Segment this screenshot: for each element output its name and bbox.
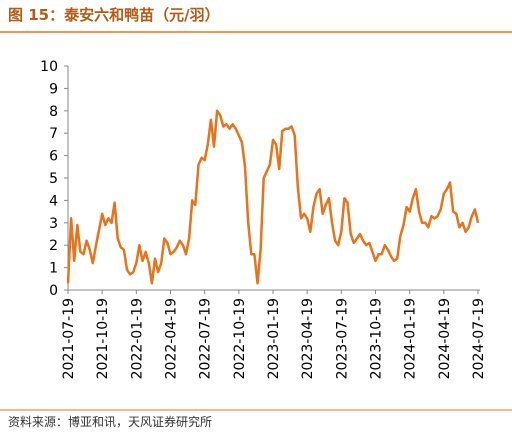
y-tick-label: 3: [49, 216, 58, 232]
x-tick-label: 2022-10-19: [232, 298, 248, 379]
x-tick-label: 2023-01-19: [266, 298, 282, 379]
y-tick-label: 8: [49, 104, 58, 120]
y-tick-label: 0: [49, 283, 58, 299]
y-tick-label: 10: [40, 59, 58, 75]
x-tick-label: 2024-07-19: [471, 298, 487, 379]
y-tick-label: 1: [49, 261, 58, 277]
x-tick-label: 2022-04-19: [164, 298, 180, 379]
line-series: [66, 109, 480, 285]
x-tick-label: 2021-07-19: [61, 298, 77, 379]
y-tick-label: 4: [49, 193, 58, 209]
x-tick-label: 2022-07-19: [198, 298, 214, 379]
x-tick-label: 2024-04-19: [437, 298, 453, 379]
source: 资料来源：博亚和讯，天风证券研究所: [8, 414, 212, 429]
y-tick-label: 2: [49, 238, 58, 254]
x-tick-label: 2024-01-19: [403, 298, 419, 379]
x-tick-label: 2023-10-19: [369, 298, 385, 379]
y-tick-label: 6: [49, 149, 58, 165]
x-tick-label: 2023-07-19: [334, 298, 350, 379]
x-tick-label: 2023-04-19: [300, 298, 316, 379]
x-tick-label: 2021-10-19: [95, 298, 111, 379]
y-tick-label: 7: [49, 126, 58, 142]
y-tick-label: 5: [49, 171, 58, 187]
x-tick-label: 2022-01-19: [129, 298, 145, 379]
chart-title: 图 15：泰安六和鸭苗（元/羽）: [8, 6, 220, 24]
y-tick-label: 9: [49, 81, 58, 97]
